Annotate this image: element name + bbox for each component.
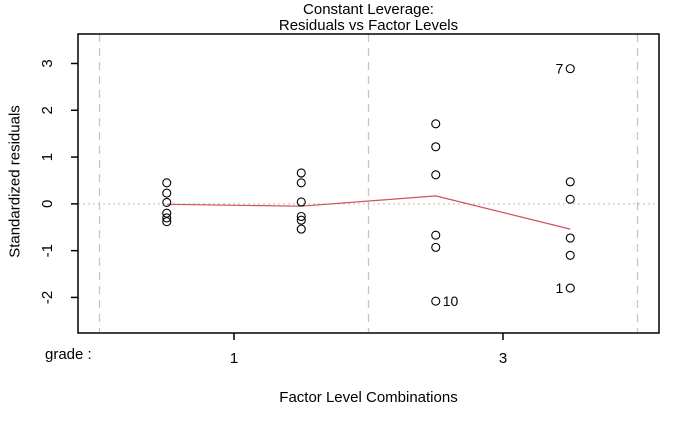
y-tick-label: -1 <box>39 244 56 257</box>
data-point <box>431 170 441 180</box>
plot-box <box>77 33 660 334</box>
y-tick-label: -2 <box>39 291 56 304</box>
y-tick-label: 0 <box>39 200 56 208</box>
data-point <box>296 224 306 234</box>
data-point <box>431 296 441 306</box>
data-point <box>296 197 306 207</box>
data-point <box>565 194 575 204</box>
data-point <box>296 211 306 222</box>
x-tick-label: 3 <box>499 350 507 367</box>
point-label: 7 <box>555 61 563 77</box>
data-point <box>162 217 172 227</box>
data-point <box>162 197 172 208</box>
data-point <box>162 213 172 223</box>
data-point <box>565 250 575 260</box>
data-point <box>565 283 575 293</box>
x-tick-label: 1 <box>230 350 238 367</box>
data-point <box>296 168 306 178</box>
data-point <box>431 119 441 129</box>
data-point <box>565 233 575 243</box>
data-point <box>565 64 575 74</box>
data-point <box>296 215 306 225</box>
y-tick-label: 1 <box>39 153 56 161</box>
data-point <box>565 177 575 187</box>
chart-title: Constant Leverage: Residuals vs Factor L… <box>78 2 659 34</box>
y-tick-label: 3 <box>39 59 56 67</box>
data-point <box>162 178 172 188</box>
y-tick-label: 2 <box>39 106 56 114</box>
data-point <box>162 208 172 218</box>
point-label: 10 <box>443 293 459 309</box>
data-point <box>431 142 441 152</box>
chart-title-line2: Residuals vs Factor Levels <box>278 17 459 34</box>
x-axis-label: Factor Level Combinations <box>279 389 458 406</box>
data-point <box>431 242 441 252</box>
factor-axis-label: grade : <box>45 346 92 363</box>
chart-title-line1: Constant Leverage: <box>303 1 434 18</box>
group-means-line <box>166 195 571 230</box>
point-label: 1 <box>555 280 563 296</box>
data-point <box>296 178 306 188</box>
data-point <box>431 230 441 240</box>
data-point <box>162 188 172 198</box>
